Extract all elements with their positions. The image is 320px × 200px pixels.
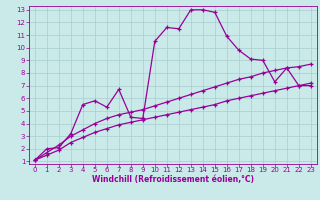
X-axis label: Windchill (Refroidissement éolien,°C): Windchill (Refroidissement éolien,°C): [92, 175, 254, 184]
